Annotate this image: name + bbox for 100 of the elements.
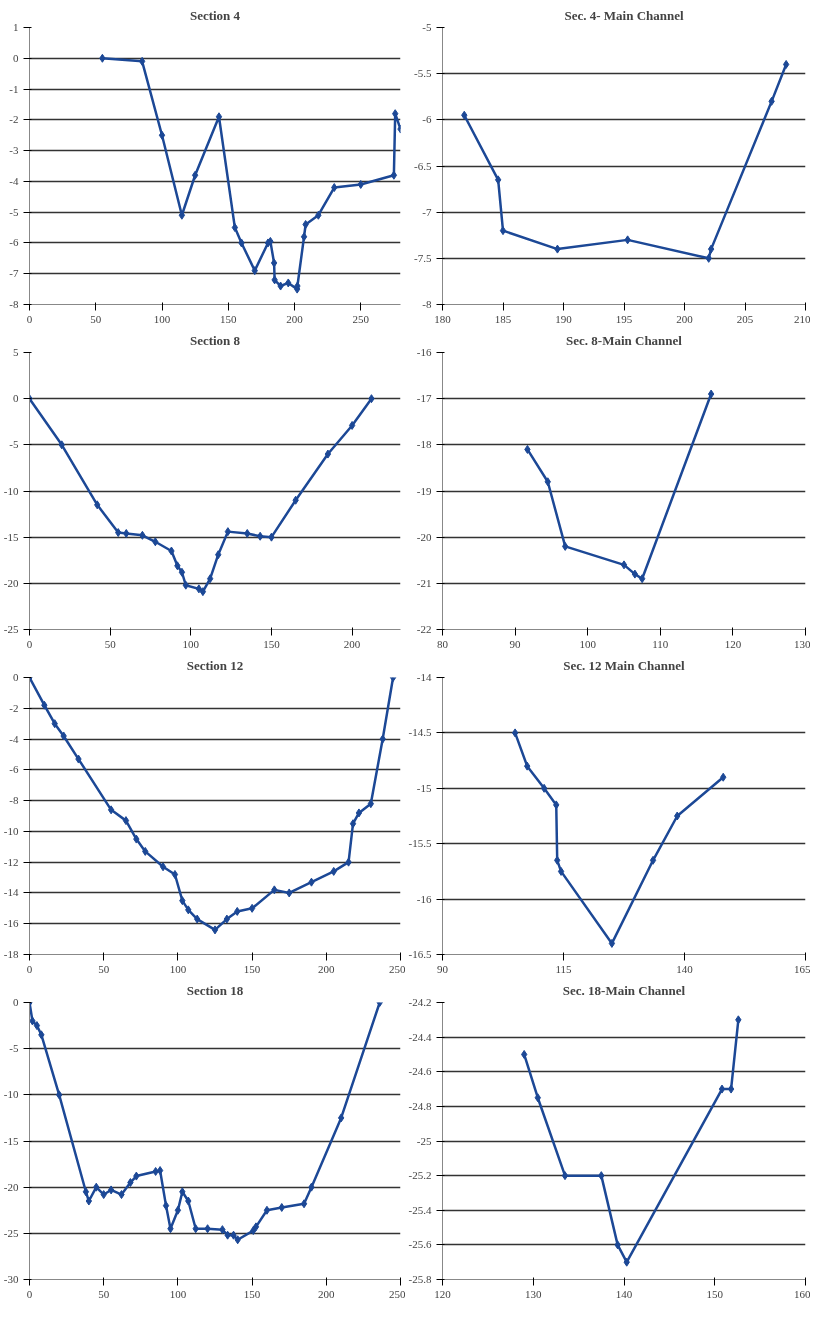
y-tick-label: -14 — [416, 671, 432, 683]
x-tick-label: 80 — [437, 637, 449, 650]
x-tick-label: 90 — [509, 637, 522, 650]
x-tick-label: 205 — [736, 312, 754, 325]
x-tick-label: 110 — [652, 637, 669, 650]
x-tick-label: 150 — [220, 312, 237, 325]
x-tick-label: 185 — [494, 312, 512, 325]
y-tick-label: -25 — [416, 1134, 432, 1147]
x-tick-label: 0 — [26, 962, 33, 975]
chart-title: Section 4 — [189, 7, 241, 23]
x-tick-label: 90 — [437, 962, 449, 975]
y-tick-label: 0 — [13, 996, 19, 1008]
x-tick-label: 140 — [676, 962, 694, 975]
y-tick-label: -6 — [9, 236, 19, 249]
y-tick-label: -16 — [416, 892, 432, 905]
x-tick-label: 200 — [318, 1287, 336, 1300]
x-tick-label: 150 — [263, 637, 281, 650]
x-tick-label: 115 — [555, 962, 573, 975]
y-tick-label: -14.5 — [408, 726, 432, 739]
y-tick-label: -21 — [416, 576, 432, 589]
y-tick-label: -15 — [416, 781, 432, 794]
x-tick-label: 150 — [243, 1287, 261, 1300]
y-tick-label: -5 — [9, 205, 19, 218]
y-tick-label: -5 — [9, 1042, 19, 1055]
x-tick-label: 250 — [389, 1287, 406, 1300]
chart-title: Section 18 — [186, 982, 244, 998]
y-tick-label: -2 — [9, 701, 19, 714]
x-tick-label: 190 — [555, 312, 573, 325]
x-tick-label: 200 — [676, 312, 694, 325]
chart-title: Sec. 12 Main Channel — [563, 657, 686, 673]
y-tick-label: -7 — [9, 267, 19, 280]
chart-title: Sec. 8-Main Channel — [566, 332, 683, 348]
y-tick-label: -3 — [9, 144, 19, 157]
y-tick-label: -30 — [3, 1273, 19, 1285]
x-tick-label: 200 — [286, 312, 304, 325]
y-tick-label: -18 — [416, 438, 432, 451]
x-tick-label: 120 — [434, 1287, 452, 1300]
x-tick-label: 0 — [26, 1287, 33, 1300]
x-tick-label: 150 — [243, 962, 261, 975]
y-tick-label: 1 — [13, 21, 19, 33]
y-tick-label: -25.6 — [408, 1238, 432, 1251]
chart-title: Section 12 — [186, 657, 244, 673]
y-tick-label: -14 — [3, 886, 19, 899]
y-tick-label: -7 — [422, 205, 432, 218]
chart-title: Section 8 — [189, 332, 241, 348]
x-tick-label: 130 — [794, 637, 811, 650]
y-tick-label: -8 — [9, 298, 19, 310]
y-tick-label: 5 — [13, 346, 19, 358]
x-tick-label: 200 — [343, 637, 361, 650]
y-tick-label: -25 — [3, 1226, 19, 1239]
x-tick-label: 200 — [318, 962, 336, 975]
y-tick-label: -10 — [3, 484, 19, 497]
x-tick-label: 100 — [153, 312, 171, 325]
y-tick-label: -24.2 — [408, 996, 432, 1008]
y-tick-label: -15 — [3, 1134, 19, 1147]
y-tick-label: -4 — [9, 732, 19, 745]
y-tick-label: -24.4 — [408, 1030, 432, 1043]
y-tick-label: -22 — [416, 623, 432, 635]
x-tick-label: 50 — [104, 637, 117, 650]
y-tick-label: -1 — [9, 82, 19, 95]
x-tick-label: 130 — [525, 1287, 542, 1300]
y-tick-label: -15.5 — [408, 837, 432, 850]
x-tick-label: 210 — [794, 312, 811, 325]
x-tick-label: 120 — [724, 637, 742, 650]
y-tick-label: -24.6 — [408, 1065, 432, 1078]
y-tick-label: -24.8 — [408, 1099, 432, 1112]
x-tick-label: 195 — [615, 312, 633, 325]
x-tick-label: 140 — [615, 1287, 633, 1300]
y-tick-label: -18 — [3, 948, 19, 960]
x-tick-label: 100 — [169, 1287, 187, 1300]
y-tick-label: -6 — [9, 763, 19, 776]
y-tick-label: -12 — [3, 855, 19, 868]
y-tick-label: 0 — [13, 392, 19, 405]
y-tick-label: -16 — [3, 917, 19, 930]
y-tick-label: -8 — [422, 298, 432, 310]
y-tick-label: -25.2 — [408, 1169, 432, 1182]
y-tick-label: -20 — [3, 576, 19, 589]
y-tick-label: -25.8 — [408, 1273, 432, 1285]
x-tick-label: 250 — [389, 962, 406, 975]
y-tick-label: -4 — [9, 174, 19, 187]
y-tick-label: -7.5 — [414, 251, 432, 264]
y-tick-label: -8 — [9, 794, 19, 807]
y-tick-label: -10 — [3, 1088, 19, 1101]
y-tick-label: -20 — [416, 530, 432, 543]
y-tick-label: -19 — [416, 484, 432, 497]
y-tick-label: -20 — [3, 1180, 19, 1193]
y-tick-label: -25.4 — [408, 1203, 432, 1216]
x-tick-label: 50 — [90, 312, 102, 325]
y-tick-label: -17 — [416, 392, 432, 405]
y-tick-label: -6.5 — [414, 159, 432, 172]
chart-title: Sec. 4- Main Channel — [564, 7, 684, 23]
x-tick-label: 160 — [794, 1287, 811, 1300]
y-tick-label: -6 — [422, 113, 432, 126]
x-tick-label: 50 — [98, 1287, 110, 1300]
y-tick-label: -10 — [3, 824, 19, 837]
x-tick-label: 50 — [98, 962, 110, 975]
x-tick-label: 165 — [794, 962, 811, 975]
x-tick-label: 150 — [706, 1287, 724, 1300]
x-tick-label: 100 — [182, 637, 200, 650]
y-tick-label: -5.5 — [414, 67, 432, 80]
